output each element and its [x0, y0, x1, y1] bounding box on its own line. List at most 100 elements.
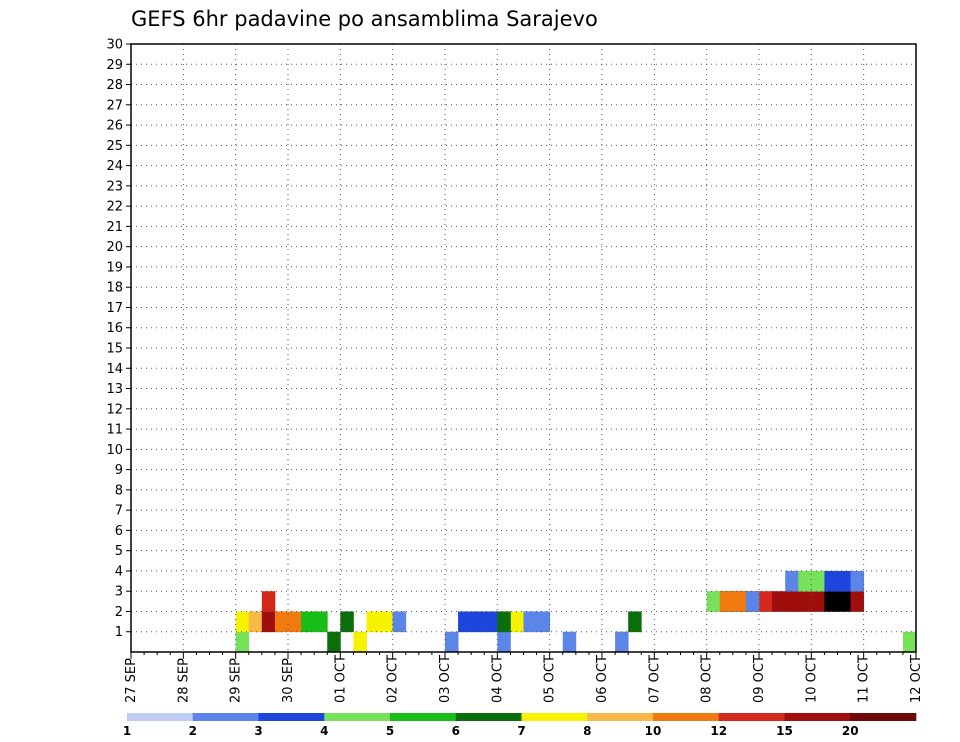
y-tick-label: 16: [106, 321, 123, 336]
heatmap-cell: [392, 611, 407, 633]
colorbar-label: 4: [320, 724, 328, 738]
x-tick-label: 02 OCT: [386, 655, 401, 703]
colorbar-legend: 1 2 3 4 5 6 7 8 10 12 15 20: [123, 713, 917, 738]
x-tick-label: 03 OCT: [438, 655, 453, 703]
y-tick-label: 7: [115, 504, 123, 519]
y-tick-label: 2: [115, 605, 123, 620]
y-tick-label: 23: [106, 179, 123, 194]
heatmap-cell: [353, 631, 367, 653]
heatmap-cell: [772, 591, 786, 612]
y-tick-label: 8: [115, 483, 123, 498]
heatmap-cell: [445, 631, 459, 653]
y-tick-label: 18: [106, 281, 123, 296]
y-tick-label: 15: [106, 342, 123, 357]
colorbar-label: 20: [842, 724, 859, 738]
x-tick-label: 10 OCT: [804, 655, 819, 703]
colorbar-label: 8: [583, 724, 591, 738]
chart-title: GEFS 6hr padavine po ansamblima Sarajevo: [131, 7, 598, 31]
y-tick-label: 27: [106, 98, 123, 113]
y-tick-label: 4: [115, 564, 123, 579]
x-tick-label: 09 OCT: [752, 655, 767, 703]
x-tick-label: 07 OCT: [647, 655, 662, 703]
heatmap-cell: [798, 570, 812, 592]
y-tick-label: 30: [106, 38, 123, 53]
heatmap-cell: [811, 570, 825, 592]
y-tick-label: 21: [106, 220, 123, 235]
colorbar-swatch: [390, 713, 457, 721]
heatmap-cell: [824, 570, 838, 592]
heatmap-cell: [706, 591, 721, 612]
x-axis: 27 SEP 28 SEP 29 SEP 30 SEP 01 OCT 02 OCT 03 O…: [124, 652, 924, 703]
heatmap-cell: [615, 631, 629, 653]
heatmap-cell: [523, 611, 537, 633]
heatmap-cell: [497, 631, 511, 653]
grid-lines: [131, 44, 916, 652]
colorbar-label: 1: [123, 724, 131, 738]
heatmap-cell: [798, 591, 812, 612]
y-tick-label: 22: [106, 200, 123, 215]
y-tick-label: 28: [106, 78, 123, 93]
heatmap-cell: [261, 591, 276, 612]
y-tick-label: 29: [106, 58, 123, 73]
x-tick-label: 29 SEP: [229, 658, 244, 703]
heatmap-cell: [850, 591, 865, 612]
colorbar-label: 3: [254, 724, 262, 738]
y-tick-label: 19: [106, 260, 123, 275]
heatmap-cell: [301, 611, 315, 633]
x-tick-label: 27 SEP: [124, 658, 139, 703]
heatmap-cell: [824, 591, 838, 612]
y-tick-label: 12: [106, 402, 123, 417]
y-tick-label: 11: [106, 423, 123, 438]
heatmap-cells: [235, 570, 917, 653]
heatmap-cell: [458, 611, 472, 633]
colorbar-swatch: [850, 713, 917, 721]
heatmap-cell: [235, 631, 250, 653]
heatmap-cell: [745, 591, 760, 612]
colorbar-label: 15: [776, 724, 793, 738]
heatmap-cell: [248, 611, 263, 633]
heatmap-cell: [785, 591, 799, 612]
x-tick-label: 12 OCT: [909, 655, 924, 703]
y-tick-label: 13: [106, 382, 123, 397]
heatmap-cell: [850, 570, 865, 592]
y-axis: 1234567891011121314151617181920212223242…: [106, 38, 131, 640]
x-tick-label: 06 OCT: [595, 655, 610, 703]
colorbar-label: 2: [189, 724, 197, 738]
colorbar-swatch: [192, 713, 259, 721]
colorbar-swatch: [455, 713, 522, 721]
y-tick-label: 9: [115, 463, 123, 478]
heatmap-cell: [484, 611, 498, 633]
heatmap-cell: [562, 631, 577, 653]
heatmap-cell: [261, 611, 276, 633]
x-tick-label: 05 OCT: [543, 655, 558, 703]
y-tick-label: 25: [106, 139, 123, 154]
y-tick-label: 26: [106, 119, 123, 134]
heatmap-cell: [471, 611, 485, 633]
heatmap-cell: [340, 611, 354, 633]
colorbar-swatch: [521, 713, 588, 721]
heatmap-cell: [536, 611, 551, 633]
y-tick-label: 10: [106, 443, 123, 458]
plot-frame: [130, 43, 917, 653]
colorbar-swatch: [653, 713, 720, 721]
colorbar-swatch: [324, 713, 391, 721]
colorbar-swatch: [718, 713, 785, 721]
colorbar-swatch: [784, 713, 851, 721]
heatmap-cell: [314, 611, 328, 633]
colorbar-label: 10: [645, 724, 662, 738]
heatmap-cell: [732, 591, 747, 612]
heatmap-cell: [811, 591, 825, 612]
x-tick-label: 11 OCT: [857, 655, 872, 703]
heatmap-cell: [288, 611, 302, 633]
x-tick-label: 01 OCT: [333, 655, 348, 703]
heatmap-cell: [366, 611, 380, 633]
heatmap-cell: [759, 591, 773, 612]
heatmap-cell: [628, 611, 642, 633]
x-tick-label: 04 OCT: [490, 655, 505, 703]
y-tick-label: 6: [115, 524, 123, 539]
colorbar-label: 12: [710, 724, 727, 738]
y-tick-label: 24: [106, 159, 123, 174]
y-tick-label: 3: [115, 585, 123, 600]
colorbar-label: 6: [452, 724, 460, 738]
